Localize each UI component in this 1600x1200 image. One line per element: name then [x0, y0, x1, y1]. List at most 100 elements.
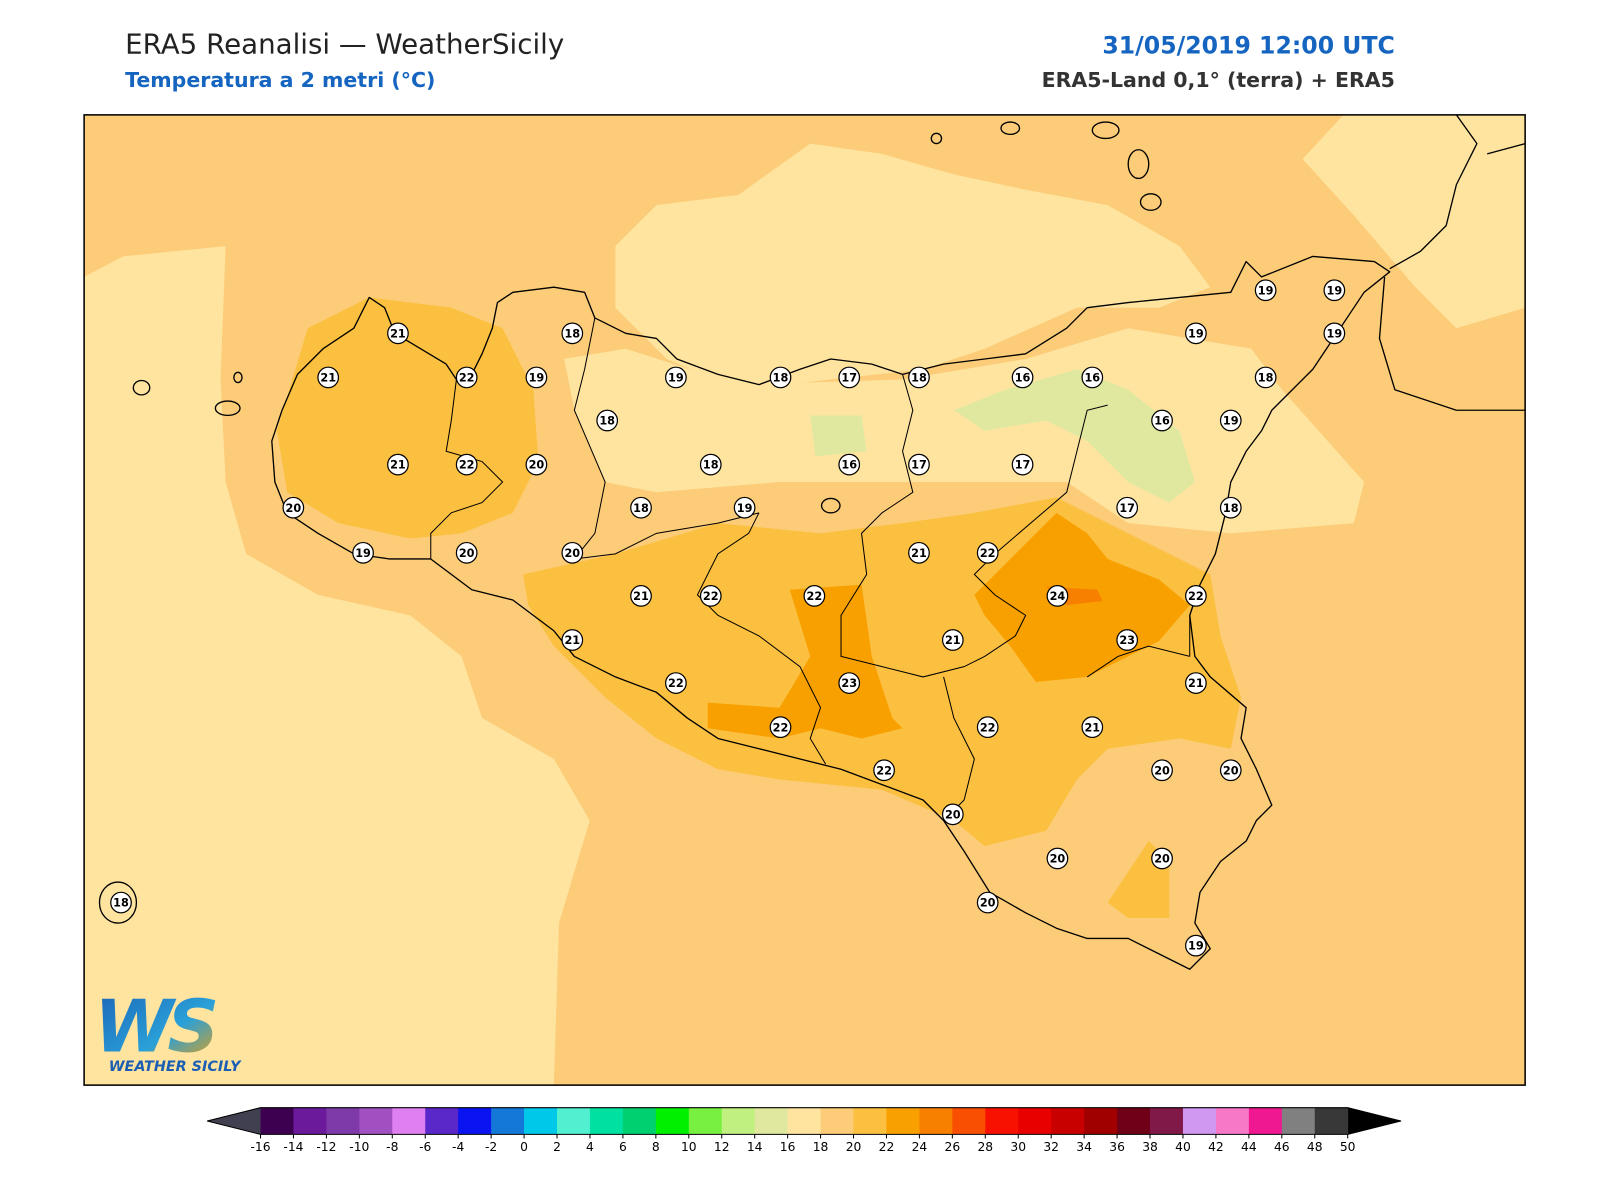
station-marker: [1151, 759, 1173, 782]
station-value: 18: [564, 327, 580, 340]
logo-name: WEATHER SICILY: [109, 1059, 242, 1075]
station-value: 17: [1015, 459, 1031, 472]
colorbar-segment: [754, 1107, 789, 1135]
colorbar-tick-label: 8: [652, 1140, 660, 1154]
colorbar-tick-label: 14: [747, 1140, 763, 1154]
station-value: 21: [390, 459, 406, 472]
colorbar-segment: [1051, 1107, 1085, 1135]
station-value: 21: [320, 372, 336, 385]
colorbar-segment: [1117, 1107, 1151, 1135]
colorbar-tick-label: 6: [619, 1140, 627, 1154]
colorbar-segment: [886, 1107, 920, 1135]
colorbar-tick-label: 44: [1241, 1140, 1257, 1154]
station-value: 19: [668, 372, 684, 385]
colorbar-segment: [919, 1107, 953, 1135]
hot-zone: [707, 584, 903, 739]
colorbar-tick-label: -4: [452, 1140, 464, 1154]
station-value: 18: [113, 897, 129, 910]
calabria-coast: [1378, 114, 1526, 411]
colorbar-tick-label: 4: [586, 1140, 594, 1154]
station-marker: [1185, 934, 1207, 957]
colorbar-tick-label: 16: [780, 1140, 796, 1154]
station-value: 20: [285, 502, 301, 515]
title: ERA5 Reanalisi — WeatherSicily: [125, 27, 564, 60]
station-value: 19: [1223, 415, 1239, 428]
colorbar-segment: [820, 1107, 855, 1135]
colorbar-segment: [557, 1107, 591, 1135]
station-value: 22: [807, 590, 823, 603]
station-marker: [455, 366, 478, 389]
station-marker: [525, 366, 548, 389]
colorbar-tick-label: 38: [1142, 1140, 1158, 1154]
station-marker: [665, 366, 687, 389]
station-value: 16: [1015, 372, 1031, 385]
station-value: 20: [1050, 853, 1066, 866]
station-value: 21: [1188, 677, 1204, 690]
station-marker: [1046, 585, 1069, 607]
station-value: 21: [564, 634, 580, 647]
colorbar-tick-label: -14: [283, 1140, 303, 1154]
colorbar-tick-label: 22: [879, 1140, 895, 1154]
colorbar-segment: [392, 1107, 426, 1135]
station-marker: [976, 891, 999, 914]
station-marker: [976, 716, 999, 739]
station-value: 17: [1119, 502, 1135, 515]
colorbar-tick-label: -8: [386, 1140, 398, 1154]
station-marker: [908, 541, 930, 564]
colorbar-tick-label: -2: [485, 1140, 497, 1154]
cold-zone: [953, 369, 1195, 503]
station-value: 20: [1223, 764, 1239, 777]
station-marker: [352, 541, 374, 564]
station-value: 22: [668, 677, 684, 690]
province-border: [430, 379, 504, 559]
map-frame: [83, 114, 1526, 1086]
colorbar-segment: [688, 1107, 723, 1135]
colorbar-tick-label: 46: [1274, 1140, 1290, 1154]
cool-zone: [1302, 114, 1526, 329]
colorbar-tick-label: 32: [1043, 1140, 1059, 1154]
colorbar-tick-label: 26: [945, 1140, 961, 1154]
colorbar-segment: [1314, 1107, 1349, 1135]
colorbar-segment: [458, 1107, 492, 1135]
station-marker: [387, 322, 409, 345]
station-marker: [1219, 759, 1242, 782]
station-marker: [110, 891, 132, 914]
colorbar-tick-label: 48: [1307, 1140, 1323, 1154]
station-marker: [630, 496, 652, 519]
cool-zone: [615, 143, 1211, 390]
colorbar-tick-label: -16: [250, 1140, 270, 1154]
station-value: 21: [1084, 721, 1100, 734]
colorbar-segment: [622, 1107, 657, 1135]
colorbar-over: [1347, 1107, 1402, 1135]
station-value: 17: [841, 372, 857, 385]
station-value: 21: [911, 547, 927, 560]
islands: [98, 121, 1162, 924]
station-marker: [525, 453, 548, 476]
station-value: 19: [355, 547, 371, 560]
colorbar-segment: [293, 1107, 327, 1135]
station-value: 22: [980, 721, 996, 734]
station-value: 16: [1154, 415, 1170, 428]
colorbar-segment: [491, 1107, 525, 1135]
colorbar-tick-label: 12: [714, 1140, 730, 1154]
station-value: 16: [841, 459, 857, 472]
province-border: [573, 317, 760, 560]
station-value: 20: [529, 459, 545, 472]
station-value: 22: [703, 590, 719, 603]
colorbar-tick-label: 0: [520, 1140, 528, 1154]
station-marker: [769, 366, 792, 389]
station-marker: [941, 803, 964, 826]
station-marker: [908, 366, 930, 389]
station-marker: [1011, 366, 1034, 389]
station-marker: [1151, 409, 1173, 432]
station-marker: [699, 585, 722, 607]
station-value: 23: [841, 677, 857, 690]
station-marker: [455, 541, 478, 564]
colorbar-tick-label: 40: [1175, 1140, 1191, 1154]
colorbar-segment: [1281, 1107, 1316, 1135]
warm-zone: [276, 297, 539, 539]
station-marker: [908, 453, 930, 476]
station-marker: [1323, 279, 1346, 302]
station-value: 18: [773, 372, 789, 385]
station-value: 19: [1188, 327, 1204, 340]
